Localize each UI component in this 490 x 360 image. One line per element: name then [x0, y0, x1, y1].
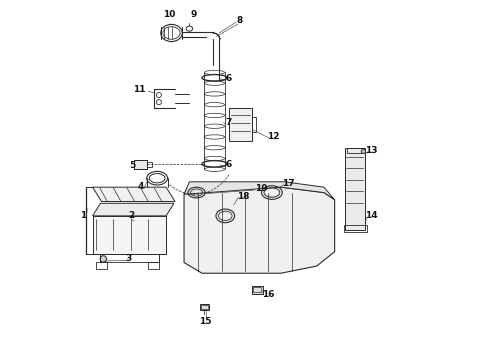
Bar	[253, 287, 261, 292]
Polygon shape	[184, 187, 335, 273]
Text: 15: 15	[199, 317, 212, 326]
Text: 6: 6	[226, 75, 232, 84]
Bar	[96, 262, 107, 269]
Text: 7: 7	[226, 118, 232, 127]
Text: 12: 12	[268, 132, 280, 141]
Circle shape	[100, 256, 107, 262]
Bar	[147, 162, 152, 167]
Bar	[252, 286, 263, 294]
Text: 11: 11	[133, 85, 146, 94]
Text: 13: 13	[365, 146, 377, 155]
Text: 17: 17	[282, 179, 294, 188]
Text: 18: 18	[237, 192, 249, 201]
Bar	[347, 148, 363, 153]
Text: 14: 14	[365, 211, 377, 220]
Text: 5: 5	[129, 161, 135, 170]
Text: 9: 9	[190, 10, 196, 19]
Bar	[252, 117, 256, 132]
Text: 16: 16	[262, 290, 274, 299]
Polygon shape	[93, 203, 174, 216]
Text: 6: 6	[226, 161, 232, 170]
Polygon shape	[93, 187, 175, 202]
Text: 19: 19	[255, 184, 268, 193]
Text: 4: 4	[138, 182, 144, 191]
Bar	[93, 216, 166, 253]
Text: 3: 3	[125, 254, 132, 263]
Text: 10: 10	[164, 10, 176, 19]
Polygon shape	[184, 182, 335, 200]
Text: 2: 2	[128, 211, 134, 220]
Bar	[134, 160, 147, 169]
Bar	[200, 304, 209, 310]
Bar	[201, 305, 208, 309]
Bar	[229, 108, 252, 140]
Bar	[343, 225, 367, 232]
Bar	[148, 262, 159, 269]
Bar	[134, 160, 147, 169]
Circle shape	[361, 149, 366, 153]
Bar	[345, 148, 365, 230]
Text: 8: 8	[237, 16, 243, 25]
Text: 1: 1	[80, 211, 86, 220]
